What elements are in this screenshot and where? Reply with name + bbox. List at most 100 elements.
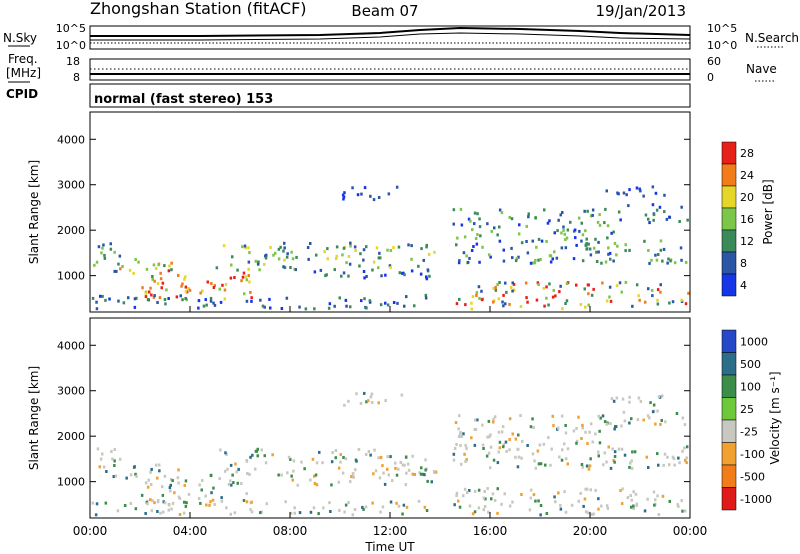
echo-cell [551, 257, 554, 261]
echo-cell [150, 293, 153, 297]
echo-cell [511, 432, 514, 436]
echo-cell [585, 237, 588, 241]
echo-cell [623, 453, 627, 457]
echo-cell [608, 285, 612, 289]
echo-cell [473, 489, 477, 493]
echo-cell [167, 269, 171, 273]
echo-cell [596, 220, 600, 224]
echo-cell [464, 460, 467, 463]
echo-cell [358, 264, 361, 268]
echo-cell [109, 242, 112, 246]
echo-cell [660, 419, 663, 422]
echo-cell [183, 484, 186, 487]
power-ylabel: Slant Range [km] [27, 160, 41, 264]
echo-cell [246, 472, 249, 475]
echo-cell [648, 221, 651, 225]
echo-cell [112, 475, 115, 478]
echo-cell [598, 213, 601, 217]
echo-cell [478, 217, 481, 221]
echo-cell [114, 474, 118, 478]
echo-cell [347, 501, 350, 505]
echo-cell [683, 423, 687, 427]
echo-cell [362, 270, 366, 273]
echo-cell [363, 276, 366, 280]
echo-cell [597, 497, 600, 501]
echo-cell [289, 457, 292, 461]
echo-cell [162, 500, 165, 504]
echo-cell [226, 467, 229, 471]
echo-cell [218, 287, 221, 291]
echo-cell [497, 450, 500, 454]
echo-cell [637, 294, 640, 298]
echo-cell [182, 511, 186, 515]
echo-cell [606, 236, 609, 240]
echo-cell [465, 254, 468, 258]
echo-cell [330, 483, 333, 487]
noise-sky-line [90, 26, 691, 37]
echo-cell [545, 296, 548, 300]
echo-cell [372, 198, 376, 202]
echo-cell [534, 466, 538, 470]
echo-cell [395, 185, 399, 189]
echo-cell [150, 509, 153, 513]
echo-cell [263, 262, 266, 266]
echo-cell [245, 299, 249, 303]
echo-cell [572, 429, 576, 433]
echo-cell [370, 401, 374, 404]
echo-cell [147, 478, 150, 482]
echo-cell [420, 247, 423, 251]
echo-cell [290, 250, 293, 254]
echo-cell [426, 268, 430, 272]
echo-cell [167, 503, 171, 507]
echo-cell [612, 459, 615, 462]
echo-cell [634, 492, 638, 496]
echo-cell [620, 502, 624, 506]
echo-cell [457, 499, 460, 503]
echo-cell [464, 443, 467, 447]
echo-cell [661, 394, 664, 398]
echo-cell [205, 503, 208, 507]
echo-cell [598, 429, 601, 433]
echo-cell [293, 506, 296, 510]
colorbar-tick-label: -1000 [740, 493, 772, 506]
echo-cell [119, 267, 122, 271]
echo-cell [458, 259, 461, 263]
echo-cell [102, 243, 105, 247]
echo-cell [470, 436, 473, 440]
echo-cell [343, 191, 346, 195]
echo-cell [502, 293, 505, 297]
echo-cell [529, 496, 533, 500]
echo-cell [463, 452, 466, 456]
echo-cell [551, 295, 555, 299]
colorbar-swatch [721, 207, 737, 231]
echo-cell [243, 292, 246, 296]
echo-cell [97, 245, 101, 249]
echo-cell [158, 296, 162, 300]
echo-cell [552, 288, 555, 292]
echo-cell [229, 463, 233, 467]
echo-cell [463, 487, 467, 491]
echo-cell [535, 245, 538, 249]
echo-cell [183, 500, 186, 504]
echo-cell [605, 504, 609, 508]
echo-cell [519, 305, 523, 308]
echo-cell [197, 306, 200, 310]
echo-cell [225, 506, 228, 510]
echo-cell [533, 459, 536, 463]
echo-cell [256, 454, 259, 458]
echo-cell [498, 440, 502, 444]
echo-cell [473, 222, 476, 226]
echo-cell [651, 203, 655, 207]
echo-cell [643, 239, 646, 243]
echo-cell [363, 297, 366, 301]
echo-cell [677, 456, 680, 460]
echo-cell [259, 298, 262, 302]
echo-cell [323, 250, 326, 254]
echo-cell [272, 253, 275, 257]
echo-cell [236, 268, 239, 272]
echo-cell [455, 243, 458, 247]
echo-cell [145, 267, 149, 271]
echo-cell [337, 466, 341, 470]
echo-cell [585, 487, 589, 491]
echo-cell [419, 472, 423, 476]
